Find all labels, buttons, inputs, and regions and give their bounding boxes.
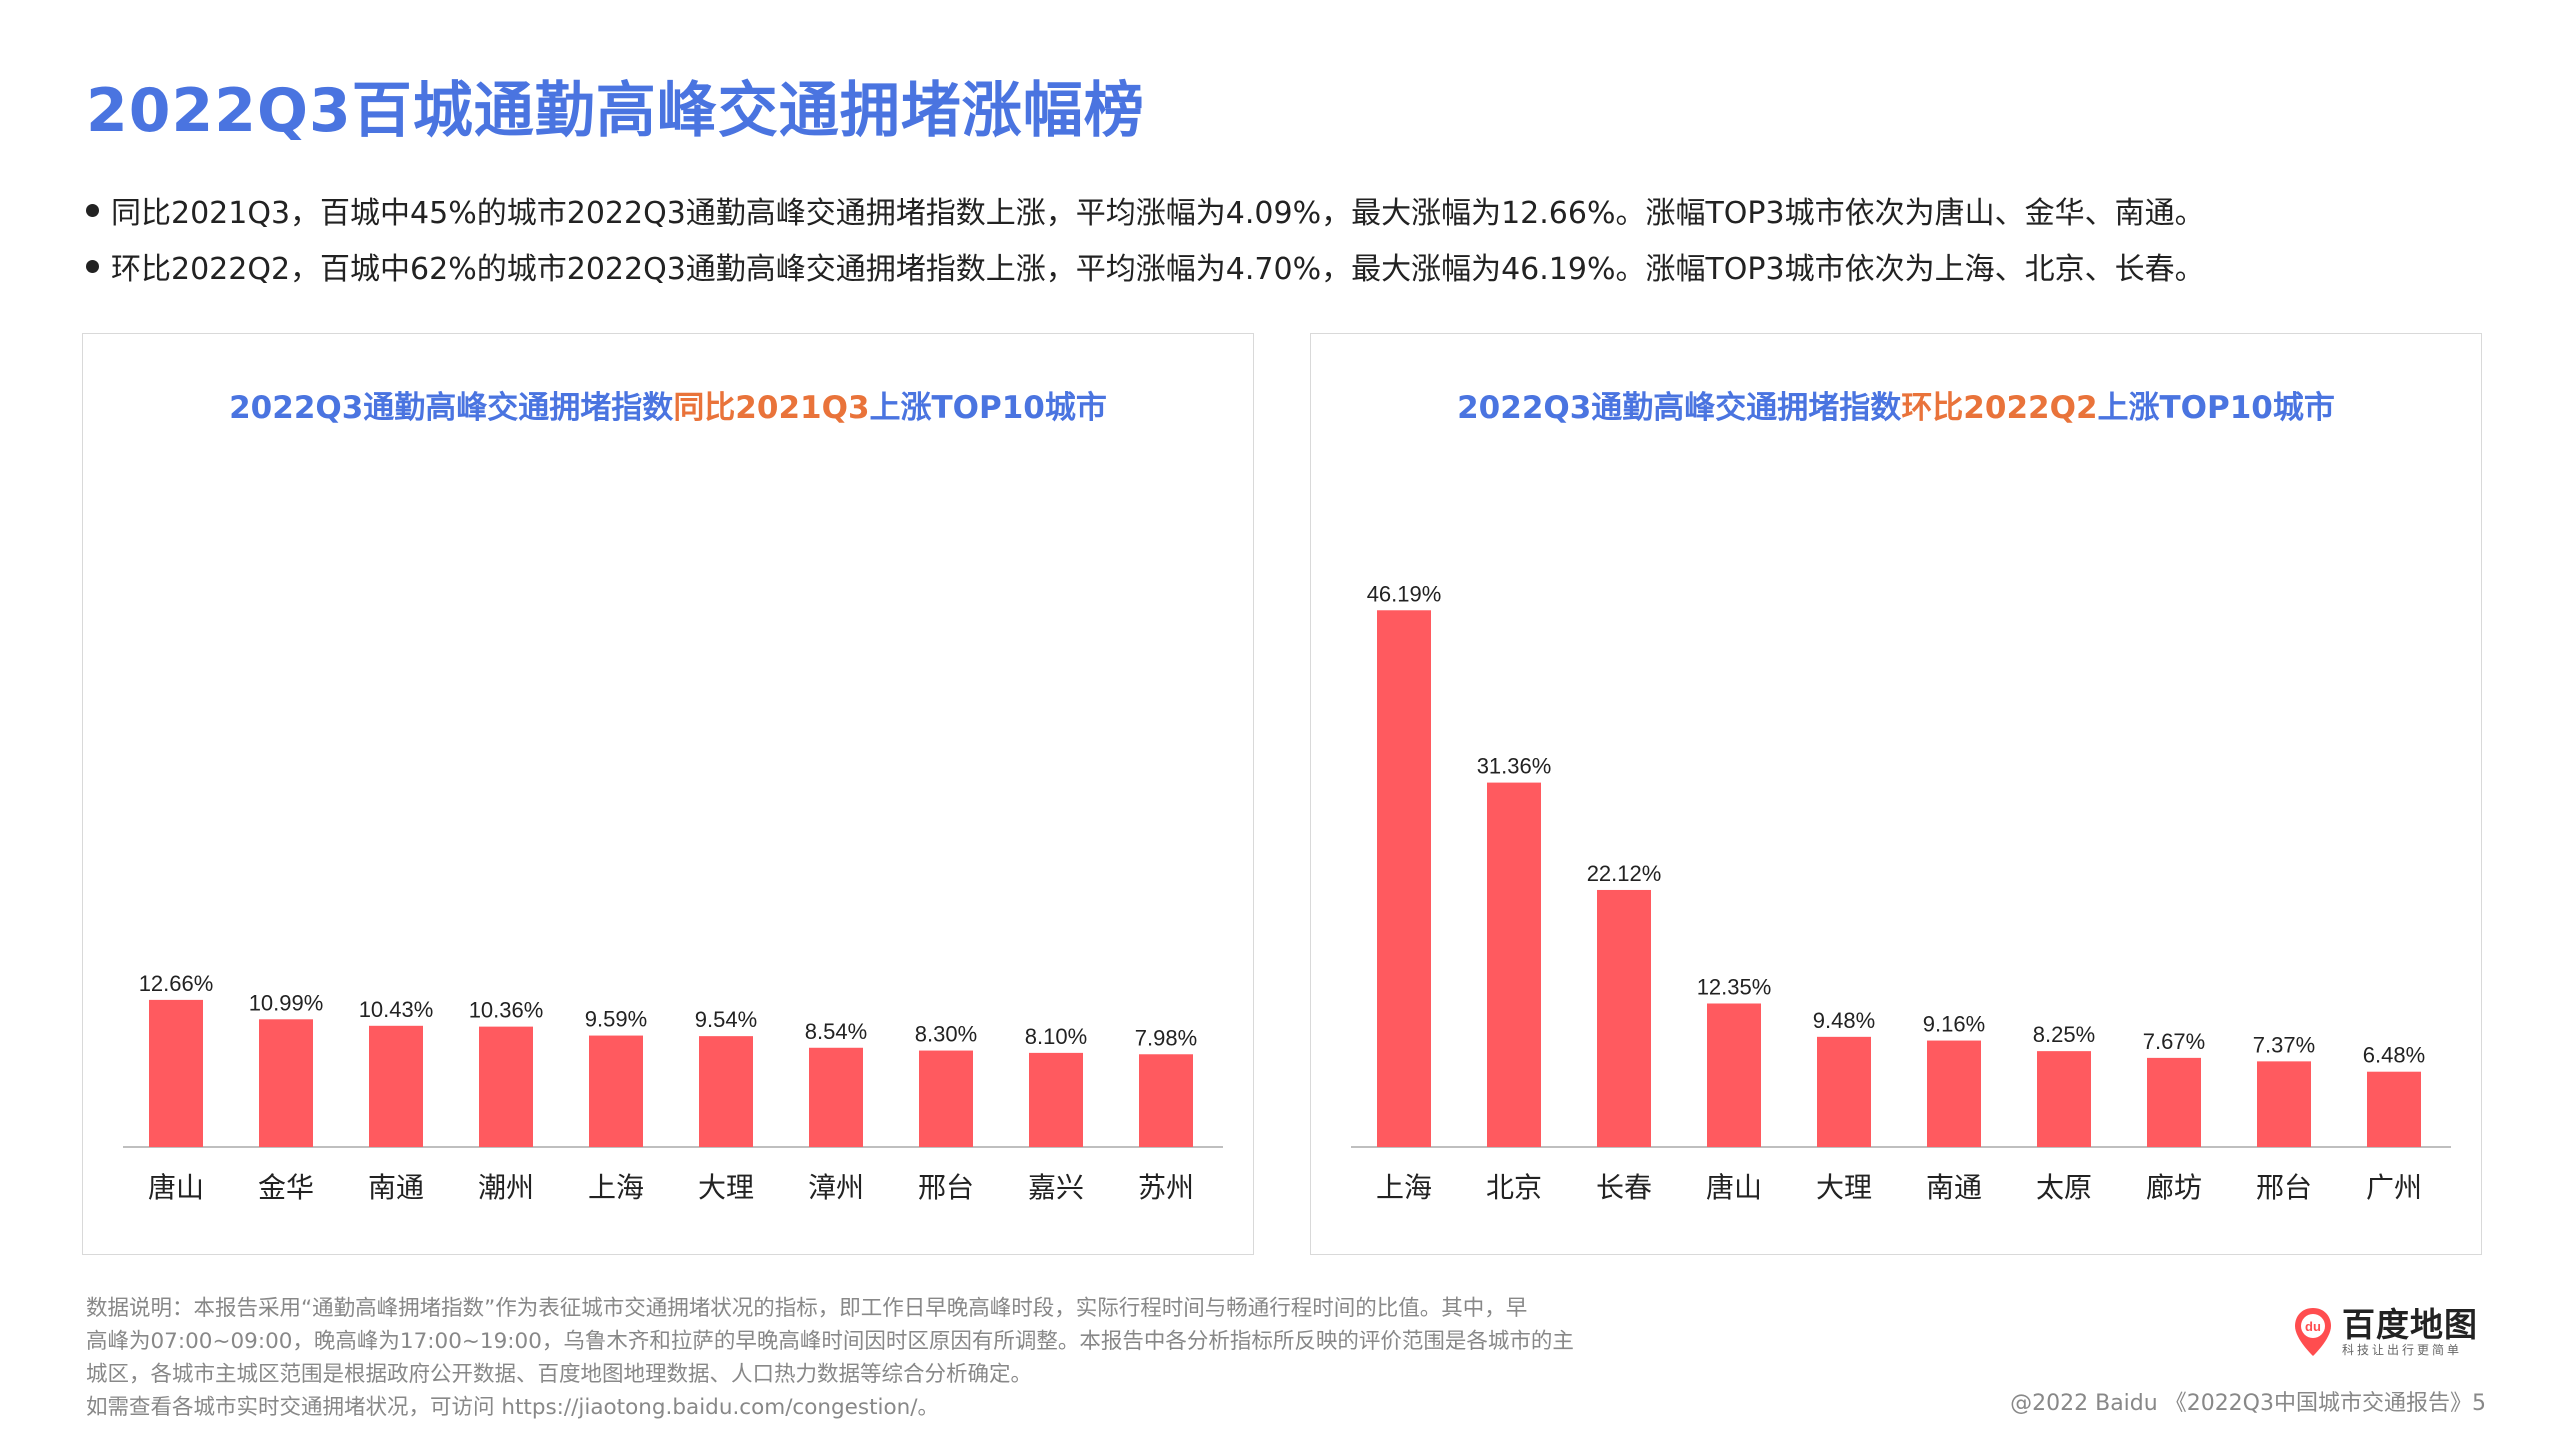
qoq-data-label-4: 12.35% (1697, 974, 1772, 999)
page-title: 2022Q3百城通勤高峰交通拥堵涨幅榜 (86, 76, 1145, 146)
footnote-line: 高峰为07:00~09:00，晚高峰为17:00~19:00，乌鲁木齐和拉萨的早… (86, 1329, 1574, 1354)
qoq-data-label-8: 7.67% (2143, 1029, 2205, 1054)
yoy-bar-1 (149, 999, 203, 1147)
qoq-title-part1: 2022Q3通勤高峰交通拥堵指数 (1457, 390, 1902, 426)
logo-slogan: 科技让出行更简单 (2342, 1343, 2463, 1357)
qoq-category-label-6: 南通 (1926, 1171, 1982, 1204)
summary-bullet-qoq: 环比2022Q2，百城中62%的城市2022Q3通勤高峰交通拥堵指数上涨，平均涨… (86, 238, 2486, 294)
yoy-bar-4 (479, 1026, 533, 1147)
qoq-data-label-9: 7.37% (2253, 1032, 2315, 1057)
yoy-data-label-5: 9.59% (585, 1007, 647, 1032)
yoy-data-label-2: 10.99% (249, 990, 324, 1015)
qoq-title-part2: 环比2022Q2 (1901, 390, 2098, 426)
qoq-category-label-8: 廊坊 (2146, 1171, 2202, 1204)
yoy-bar-2 (259, 1019, 313, 1147)
qoq-bar-chart: 46.19% 上海 31.36% 北京 22.12% 长春 12.35% 唐山 9.48% 大理 9… (1351, 581, 2451, 1204)
yoy-category-label-10: 苏州 (1138, 1171, 1194, 1204)
yoy-title-part1: 2022Q3通勤高峰交通拥堵指数 (229, 390, 674, 426)
copyright-footer: @2022 Baidu 《2022Q3中国城市交通报告》5 (2010, 1391, 2486, 1416)
qoq-category-label-5: 大理 (1816, 1171, 1872, 1204)
yoy-bar-chart: 12.66% 唐山 10.99% 金华 10.43% 南通 10.36% 潮州 9.59% 上海 9… (123, 971, 1223, 1204)
qoq-data-label-6: 9.16% (1923, 1012, 1985, 1037)
yoy-data-label-7: 8.54% (805, 1019, 867, 1044)
yoy-category-label-5: 上海 (588, 1171, 644, 1204)
qoq-bar-1 (1377, 610, 1431, 1147)
logo-text: 百度地图 科技让出行更简单 (2342, 1305, 2478, 1358)
yoy-data-label-1: 12.66% (139, 971, 214, 996)
qoq-category-label-1: 上海 (1376, 1171, 1432, 1204)
yoy-bar-3 (369, 1025, 423, 1147)
baidu-map-logo: du 百度地图 科技让出行更简单 (2292, 1306, 2478, 1358)
yoy-data-label-4: 10.36% (469, 998, 544, 1023)
qoq-chart-panel: 2022Q3通勤高峰交通拥堵指数环比2022Q2上涨TOP10城市 46.19%… (1310, 333, 2482, 1255)
qoq-data-label-2: 31.36% (1477, 754, 1552, 779)
footnote-line: 如需查看各城市实时交通拥堵状况，可访问 https://jiaotong.bai… (86, 1395, 940, 1420)
bullet-dot-icon (86, 259, 99, 273)
yoy-bar-5 (589, 1035, 643, 1147)
qoq-data-label-10: 6.48% (2363, 1043, 2425, 1068)
yoy-category-label-7: 漳州 (808, 1171, 864, 1204)
yoy-chart-title: 2022Q3通勤高峰交通拥堵指数同比2021Q3上涨TOP10城市 (83, 382, 1253, 427)
yoy-bar-6 (699, 1036, 753, 1147)
qoq-category-label-4: 唐山 (1706, 1171, 1762, 1204)
summary-text-qoq: 环比2022Q2，百城中62%的城市2022Q3通勤高峰交通拥堵指数上涨，平均涨… (111, 252, 2205, 287)
yoy-bar-7 (809, 1047, 863, 1147)
qoq-data-label-7: 8.25% (2033, 1022, 2095, 1047)
yoy-data-label-6: 9.54% (695, 1007, 757, 1032)
yoy-bar-8 (919, 1050, 973, 1147)
logo-name: 百度地图 (2342, 1305, 2478, 1344)
qoq-data-label-1: 46.19% (1367, 581, 1442, 606)
qoq-bar-5 (1817, 1036, 1871, 1147)
logo-pin-text: du (2305, 1319, 2321, 1334)
yoy-category-label-1: 唐山 (148, 1171, 204, 1204)
yoy-bar-10 (1139, 1054, 1193, 1147)
yoy-data-label-8: 8.30% (915, 1022, 977, 1047)
qoq-data-label-3: 22.12% (1587, 861, 1662, 886)
qoq-category-label-2: 北京 (1486, 1171, 1542, 1204)
qoq-category-label-10: 广州 (2366, 1171, 2422, 1204)
qoq-bar-8 (2147, 1057, 2201, 1147)
footnote-line: 数据说明：本报告采用“通勤高峰拥堵指数”作为表征城市交通拥堵状况的指标，即工作日… (86, 1296, 1528, 1321)
qoq-bar-6 (1927, 1040, 1981, 1147)
yoy-category-label-4: 潮州 (478, 1171, 534, 1204)
yoy-title-part3: 上涨TOP10城市 (869, 390, 1107, 426)
yoy-category-label-3: 南通 (368, 1171, 424, 1204)
yoy-bar-9 (1029, 1052, 1083, 1147)
qoq-bar-7 (2037, 1051, 2091, 1147)
summary-bullet-yoy: 同比2021Q3，百城中45%的城市2022Q3通勤高峰交通拥堵指数上涨，平均涨… (86, 182, 2486, 238)
map-pin-icon: du (2295, 1308, 2331, 1356)
summary-bullets: 同比2021Q3，百城中45%的城市2022Q3通勤高峰交通拥堵指数上涨，平均涨… (86, 182, 2486, 294)
qoq-bar-10 (2367, 1071, 2421, 1147)
qoq-bar-2 (1487, 782, 1541, 1147)
qoq-bar-4 (1707, 1003, 1761, 1147)
qoq-chart-title: 2022Q3通勤高峰交通拥堵指数环比2022Q2上涨TOP10城市 (1311, 382, 2481, 427)
qoq-bar-9 (2257, 1061, 2311, 1147)
yoy-category-label-6: 大理 (698, 1171, 754, 1204)
yoy-chart-panel: 2022Q3通勤高峰交通拥堵指数同比2021Q3上涨TOP10城市 12.66%… (82, 333, 1254, 1255)
qoq-bar-3 (1597, 889, 1651, 1147)
yoy-data-label-3: 10.43% (359, 997, 434, 1022)
qoq-category-label-3: 长春 (1596, 1171, 1652, 1204)
yoy-title-part2: 同比2021Q3 (673, 390, 870, 426)
qoq-category-label-7: 太原 (2036, 1171, 2092, 1204)
yoy-category-label-8: 邢台 (918, 1171, 974, 1204)
qoq-data-label-5: 9.48% (1813, 1008, 1875, 1033)
yoy-data-label-9: 8.10% (1025, 1024, 1087, 1049)
qoq-category-label-9: 邢台 (2256, 1171, 2312, 1204)
summary-text-yoy: 同比2021Q3，百城中45%的城市2022Q3通勤高峰交通拥堵指数上涨，平均涨… (111, 196, 2205, 231)
data-footnote: 数据说明：本报告采用“通勤高峰拥堵指数”作为表征城市交通拥堵状况的指标，即工作日… (86, 1292, 1646, 1424)
qoq-title-part3: 上涨TOP10城市 (2097, 390, 2335, 426)
bullet-dot-icon (86, 203, 99, 217)
yoy-data-label-10: 7.98% (1135, 1025, 1197, 1050)
footnote-line: 城区，各城市主城区范围是根据政府公开数据、百度地图地理数据、人口热力数据等综合分… (86, 1362, 1033, 1387)
yoy-category-label-9: 嘉兴 (1028, 1171, 1084, 1204)
yoy-category-label-2: 金华 (258, 1171, 314, 1204)
